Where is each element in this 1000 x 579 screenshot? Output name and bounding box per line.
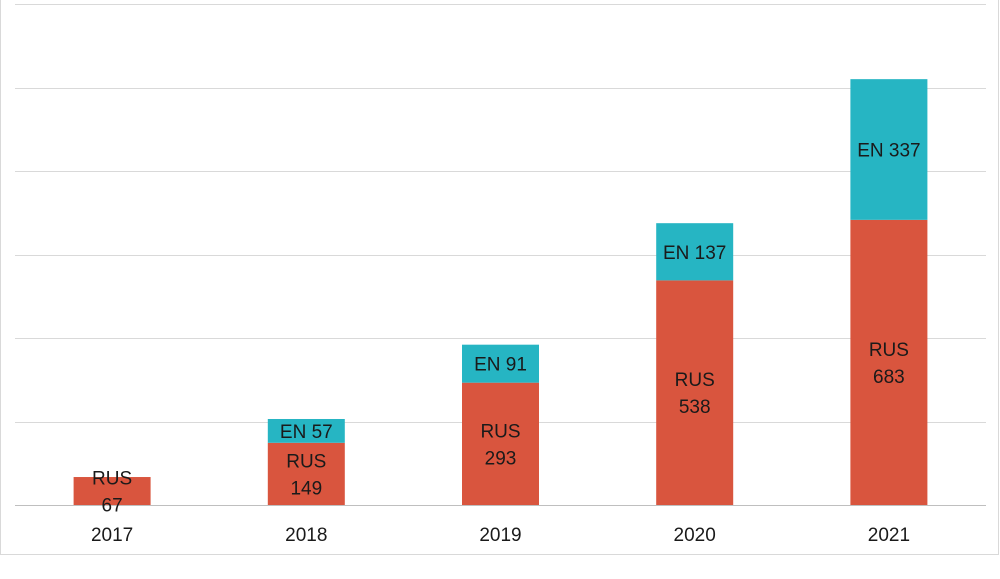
data-label-rus-2019: RUS 293	[480, 421, 520, 469]
bar-en-2018	[267, 418, 345, 443]
x-tick-label: 2021	[868, 525, 910, 546]
bar-rus-2017	[73, 477, 151, 505]
x-axis: 2017 2018 2019 2020 2021	[91, 525, 910, 546]
bar-en-2020	[656, 223, 734, 281]
data-label-en-2018: EN 57	[280, 422, 333, 443]
bar-rus-2020	[656, 280, 734, 505]
data-label-rus-2020: RUS 538	[675, 370, 715, 418]
data-label-en-2020: EN 137	[663, 243, 726, 264]
bar-en-2019	[462, 344, 539, 383]
bar-rus-2021	[850, 219, 928, 505]
x-tick-label: 2019	[479, 525, 521, 546]
stacked-bar-chart: RUS 67 RUS 149 EN 57 RUS 293 EN 91 RUS 538 EN 137 R…	[15, 4, 986, 546]
chart-area: RUS 67 RUS 149 EN 57 RUS 293 EN 91 RUS 538 EN 137 R…	[0, 0, 999, 555]
data-labels: RUS 67 RUS 149 EN 57 RUS 293 EN 91 RUS 538 EN 137 R…	[92, 140, 921, 516]
data-label-rus-2021: RUS 683	[869, 340, 909, 388]
x-tick-label: 2020	[674, 525, 716, 546]
bars	[73, 79, 928, 505]
bar-en-2021	[850, 79, 928, 220]
data-label-en-2021: EN 337	[857, 140, 920, 161]
gridlines	[15, 4, 986, 506]
bar-rus-2019	[462, 382, 539, 505]
bar-rus-2018	[267, 442, 345, 505]
x-tick-label: 2017	[91, 525, 133, 546]
data-label-en-2019: EN 91	[474, 355, 527, 376]
data-label-rus-2018: RUS 149	[286, 451, 326, 499]
x-tick-label: 2018	[285, 525, 327, 546]
data-label-rus-2017: RUS 67	[92, 469, 132, 517]
